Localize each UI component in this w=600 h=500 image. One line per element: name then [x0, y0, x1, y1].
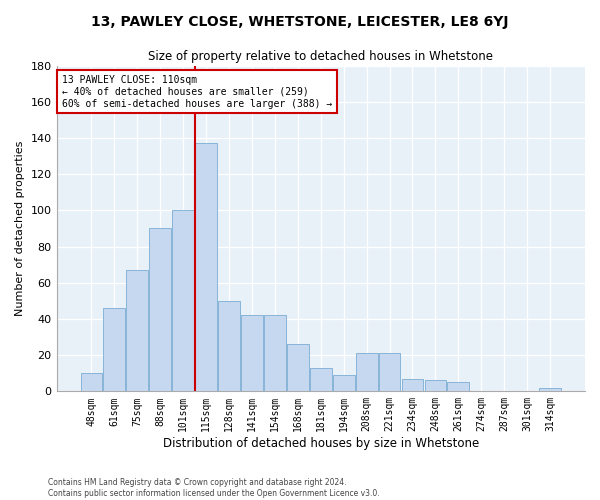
Bar: [103, 308, 125, 392]
Bar: [80, 373, 103, 392]
Bar: [172, 210, 194, 392]
Bar: [195, 144, 217, 392]
Bar: [287, 344, 309, 392]
Y-axis label: Number of detached properties: Number of detached properties: [15, 141, 25, 316]
Bar: [218, 301, 240, 392]
Bar: [401, 378, 424, 392]
Bar: [356, 354, 377, 392]
Bar: [425, 380, 446, 392]
Bar: [127, 270, 148, 392]
Text: Contains HM Land Registry data © Crown copyright and database right 2024.
Contai: Contains HM Land Registry data © Crown c…: [48, 478, 380, 498]
Title: Size of property relative to detached houses in Whetstone: Size of property relative to detached ho…: [148, 50, 493, 63]
Bar: [333, 375, 355, 392]
Bar: [379, 354, 400, 392]
Text: 13 PAWLEY CLOSE: 110sqm
← 40% of detached houses are smaller (259)
60% of semi-d: 13 PAWLEY CLOSE: 110sqm ← 40% of detache…: [62, 76, 332, 108]
X-axis label: Distribution of detached houses by size in Whetstone: Distribution of detached houses by size …: [163, 437, 479, 450]
Bar: [310, 368, 332, 392]
Bar: [241, 316, 263, 392]
Bar: [149, 228, 171, 392]
Text: 13, PAWLEY CLOSE, WHETSTONE, LEICESTER, LE8 6YJ: 13, PAWLEY CLOSE, WHETSTONE, LEICESTER, …: [91, 15, 509, 29]
Bar: [448, 382, 469, 392]
Bar: [264, 316, 286, 392]
Bar: [539, 388, 561, 392]
